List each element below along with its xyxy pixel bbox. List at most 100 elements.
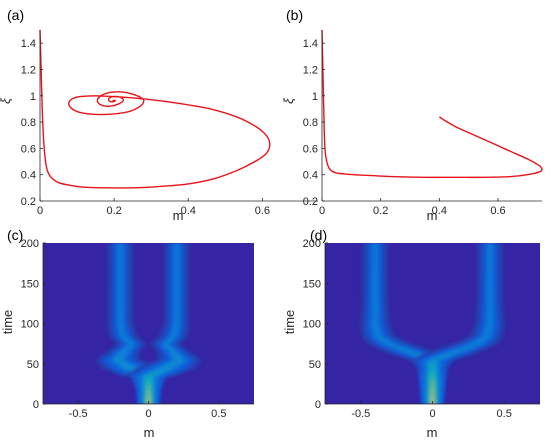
heatmap-cell <box>487 247 493 250</box>
heatmap-cell <box>173 250 180 253</box>
heatmap-cell <box>173 302 180 304</box>
heatmap-cell <box>429 394 436 397</box>
heatmap-cell <box>144 378 153 381</box>
heatmap-cell <box>173 296 180 298</box>
heatmap-cell <box>372 275 378 278</box>
heatmap-cell <box>172 354 180 356</box>
heatmap-cell <box>173 285 180 288</box>
heatmap-cell <box>486 310 493 313</box>
heatmap-cell <box>116 361 127 364</box>
heatmap-cell <box>372 259 378 262</box>
heatmap-cell <box>429 377 436 380</box>
heatmap-cell <box>117 296 124 298</box>
heatmap-cell <box>372 292 378 294</box>
heatmap-cell <box>117 290 124 292</box>
heatmap-cell <box>117 310 124 313</box>
heatmap-cell <box>485 327 493 329</box>
heatmap-cell <box>173 286 180 289</box>
heatmap-cell <box>174 358 184 361</box>
heatmap-cell <box>487 290 493 293</box>
heatmap-cell <box>118 352 126 355</box>
heatmap-cell <box>487 249 493 252</box>
plot-background <box>322 30 542 201</box>
heatmap-cell <box>428 364 437 366</box>
heatmap-cell <box>117 276 124 279</box>
heatmap-cell <box>173 251 180 254</box>
heatmap-cell <box>117 247 124 250</box>
heatmap-cell <box>117 279 124 282</box>
heatmap-cell <box>151 371 164 373</box>
heatmap-cell <box>173 326 179 329</box>
heatmap-cell <box>375 335 383 338</box>
heatmap-cell <box>372 288 378 291</box>
heatmap-cell <box>393 346 404 349</box>
heatmap-cell <box>483 333 491 335</box>
heatmap-cell <box>117 269 124 272</box>
heatmap-cell <box>485 325 493 328</box>
heatmap-cell <box>372 316 379 319</box>
heatmap-cell <box>117 288 124 291</box>
heatmap-cell <box>372 261 378 264</box>
heatmap-cell <box>125 367 139 370</box>
heatmap-cell <box>170 351 178 354</box>
heatmap-cell <box>430 399 435 401</box>
heatmap-cell <box>372 269 378 271</box>
x-tick-label: 0.5 <box>211 408 226 420</box>
heatmap-cell <box>145 383 152 386</box>
heatmap-cell <box>372 324 379 327</box>
heatmap-cell <box>487 253 493 256</box>
heatmap-cell <box>162 343 169 346</box>
heatmap-cell <box>372 251 378 253</box>
heatmap-cell <box>471 342 481 345</box>
heatmap-cell <box>172 328 179 331</box>
heatmap-cell <box>171 332 178 335</box>
heatmap-cell <box>435 356 446 358</box>
heatmap-cell <box>172 327 179 330</box>
heatmap-cell <box>145 391 152 394</box>
heatmap-cell <box>430 396 435 399</box>
heatmap-cell <box>486 311 493 314</box>
heatmap-cell <box>486 324 493 327</box>
heatmap-cell <box>487 289 493 292</box>
heatmap-cell <box>372 318 379 321</box>
y-tick-label: 0.6 <box>303 143 318 155</box>
heatmap-cell <box>117 263 124 266</box>
heatmap-cell <box>123 366 136 368</box>
heatmap-cell <box>126 344 134 347</box>
heatmap-cell <box>372 260 378 263</box>
heatmap-cell <box>402 350 414 352</box>
heatmap-cell <box>145 384 152 387</box>
heatmap-cell <box>145 388 152 391</box>
heatmap-cell <box>127 342 134 344</box>
heatmap-cell <box>117 293 124 296</box>
heatmap-cell <box>372 257 378 259</box>
heatmap-cell <box>173 271 180 274</box>
x-tick-label: -0.5 <box>351 408 370 420</box>
heatmap-cell <box>487 263 493 265</box>
heatmap-cell <box>173 249 180 251</box>
heatmap-cell <box>123 348 130 350</box>
heatmap-cell <box>117 309 124 312</box>
heatmap-cell <box>173 319 180 321</box>
heatmap-cell <box>429 387 436 389</box>
heatmap-cell <box>372 298 378 300</box>
heatmap-cell <box>430 397 435 400</box>
heatmap-cell <box>164 340 171 343</box>
heatmap-cell <box>117 258 124 261</box>
heatmap-cell <box>146 397 151 400</box>
panel-d-ylabel: time <box>282 310 297 335</box>
heatmap-cell <box>173 268 180 271</box>
heatmap-cell <box>117 256 124 259</box>
heatmap-cell <box>478 337 487 340</box>
heatmap-cell <box>156 368 169 371</box>
heatmap-cell <box>372 287 378 290</box>
heatmap-cell <box>173 278 180 280</box>
heatmap-cell <box>372 290 378 293</box>
heatmap-cell <box>145 382 152 385</box>
heatmap-cell <box>378 337 387 340</box>
heatmap-cell <box>487 284 493 287</box>
heatmap-cell <box>486 304 493 306</box>
heatmap-cell <box>487 295 493 298</box>
y-tick-label: 0.6 <box>21 143 36 155</box>
heatmap-cell <box>117 259 124 262</box>
